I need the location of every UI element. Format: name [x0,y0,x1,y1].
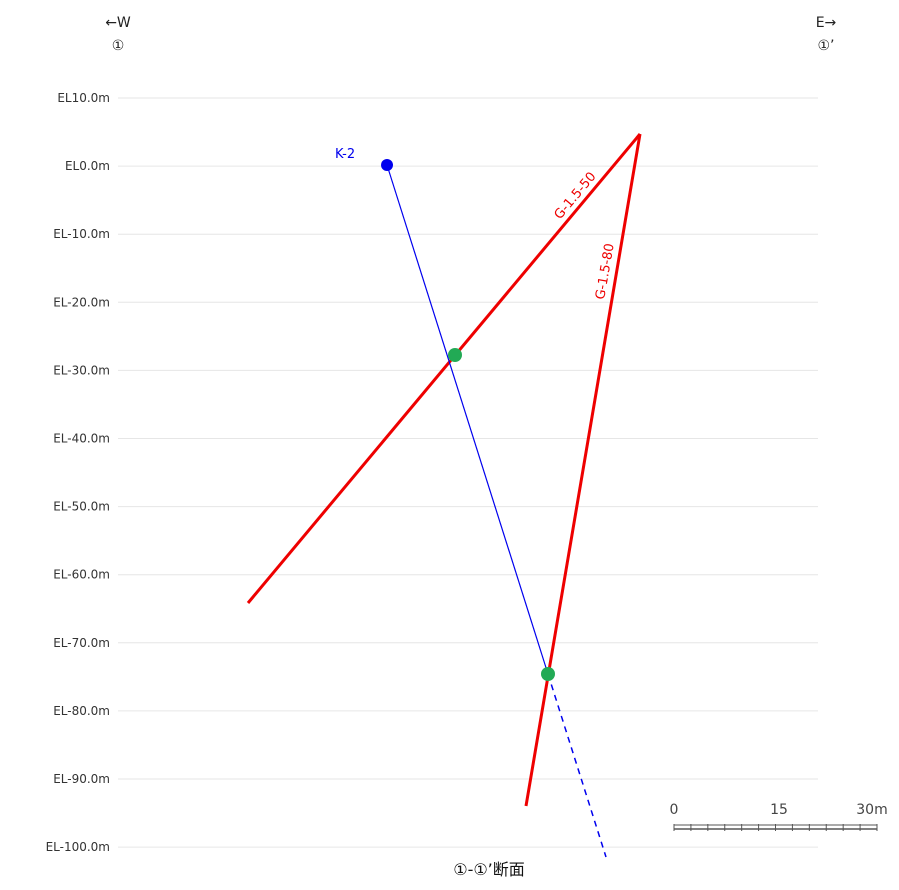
elevation-label: EL-30.0m [53,363,110,377]
elevation-label: EL-10.0m [53,227,110,241]
scale-bar-ticks [673,824,878,831]
borehole-g-1.5-50-line [246,133,642,604]
borehole-g-1.5-50-label: G-1.5-50 [552,170,600,223]
elevation-label: EL-100.0m [46,840,110,854]
west-point-label: ① [112,38,125,54]
elevation-grid: EL10.0m EL0.0m EL-10.0m EL-20.0m EL-30.0m EL-… [46,91,818,854]
west-direction-label: ←W [105,15,131,31]
borehole-k-2-label: K-2 [335,147,355,162]
elevation-label: EL-90.0m [53,772,110,786]
intersection-marker-lower [541,667,555,681]
section-title: ①-①’断面 [453,860,525,879]
borehole-k-2-line [386,164,549,675]
elevation-label: EL-80.0m [53,704,110,718]
elevation-label: EL-60.0m [53,568,110,582]
scale-label-0: 0 [670,802,679,818]
borehole-k-2-extension [547,673,607,858]
scale-label-30m: 30m [856,802,887,818]
elevation-label: EL10.0m [57,91,110,105]
intersection-marker-upper [448,348,462,362]
elevation-label: EL-40.0m [53,432,110,446]
borehole-k-2-collar [381,159,393,171]
elevation-label: EL-50.0m [53,500,110,514]
borehole-g-1.5-80-line [524,133,642,807]
scale-label-15: 15 [770,802,788,818]
elevation-label: EL0.0m [65,159,110,173]
borehole-g-1.5-50: G-1.5-50 [246,133,642,604]
borehole-k-2: K-2 [335,147,607,858]
scale-bar: 0 15 30m [670,802,888,831]
borehole-g-1.5-80: G-1.5-80 [524,133,642,807]
elevation-label: EL-70.0m [53,636,110,650]
east-direction-label: E→ [816,15,837,31]
east-point-label: ①’ [817,38,834,54]
elevation-label: EL-20.0m [53,295,110,309]
